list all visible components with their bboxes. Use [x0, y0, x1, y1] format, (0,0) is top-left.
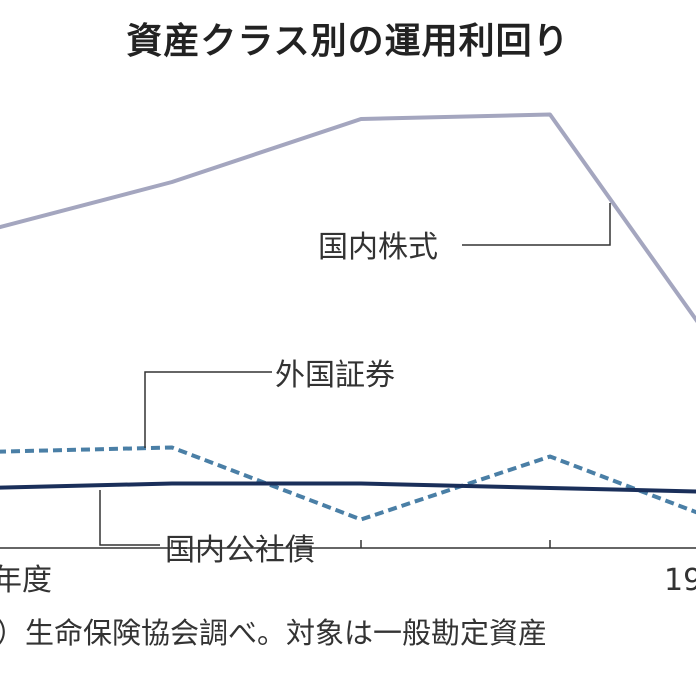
leader-line: [99, 490, 160, 546]
series-line-2: [0, 481, 696, 494]
series-line-1: [0, 445, 696, 522]
series-label: 外国証券: [275, 358, 395, 393]
chart-title: 資産クラス別の運用利回り: [126, 21, 570, 62]
series-label: 国内公社債: [165, 533, 315, 568]
x-tick-label: 年度: [0, 563, 52, 598]
leader-line: [144, 371, 272, 448]
series-label: 国内株式: [318, 230, 438, 265]
leader-line: [462, 203, 611, 246]
x-tick-label: 19: [664, 563, 696, 598]
source-note: ）生命保険協会調べ。対象は一般勘定資産: [0, 616, 548, 650]
series-line-0: [0, 112, 696, 324]
